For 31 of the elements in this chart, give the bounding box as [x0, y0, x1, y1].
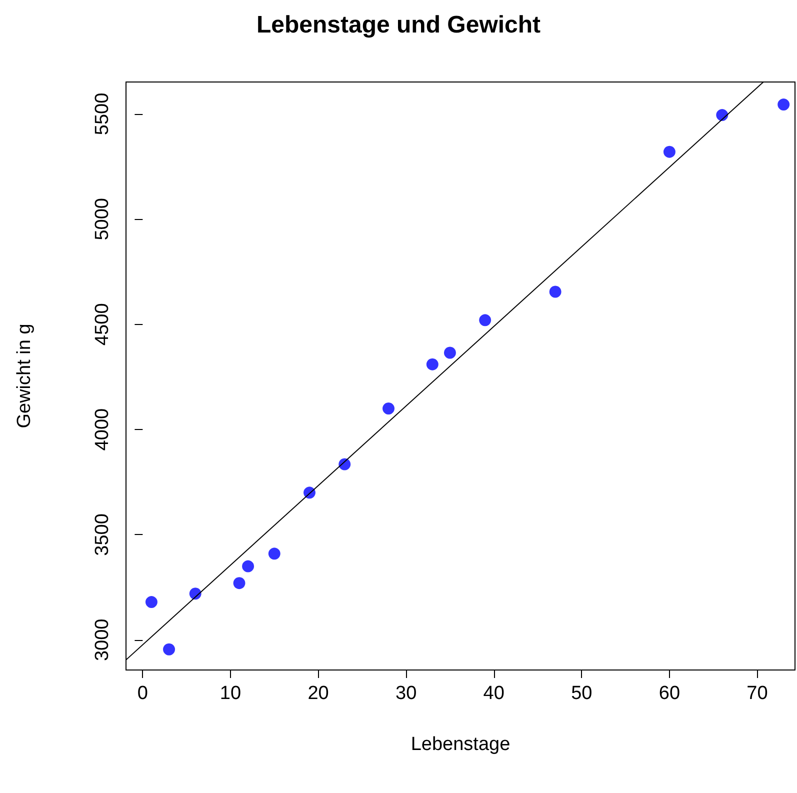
x-tick-label: 20 [308, 683, 329, 704]
y-tick-label: 3500 [92, 514, 113, 556]
point [479, 314, 492, 326]
x-axis-title: Lebenstage [410, 734, 510, 755]
y-tick-label: 4500 [92, 303, 113, 346]
point [663, 146, 676, 158]
x-tick-label: 50 [571, 683, 592, 704]
x-tick-label: 30 [395, 683, 417, 704]
point [268, 548, 280, 560]
x-tick-label: 0 [137, 683, 148, 704]
y-tick-label: 4000 [92, 408, 113, 451]
point [444, 346, 456, 359]
point [189, 588, 202, 600]
point [382, 402, 395, 414]
y-tick-label: 3000 [92, 618, 113, 662]
point [163, 643, 176, 656]
y-tick-label: 5000 [92, 198, 113, 240]
chart-title: Lebenstage und Gewicht [256, 12, 541, 38]
x-tick-label: 10 [220, 683, 242, 704]
x-tick-label: 40 [483, 683, 504, 704]
point [233, 577, 246, 590]
y-tick-label: 5500 [92, 92, 113, 136]
x-tick-label: 70 [746, 683, 768, 704]
point [549, 286, 562, 298]
point [145, 596, 158, 608]
point [426, 358, 438, 370]
x-tick-label: 60 [658, 683, 680, 704]
y-axis-title: Gewicht in g [14, 324, 35, 428]
point [778, 98, 790, 111]
point [242, 560, 254, 572]
point [716, 109, 728, 122]
